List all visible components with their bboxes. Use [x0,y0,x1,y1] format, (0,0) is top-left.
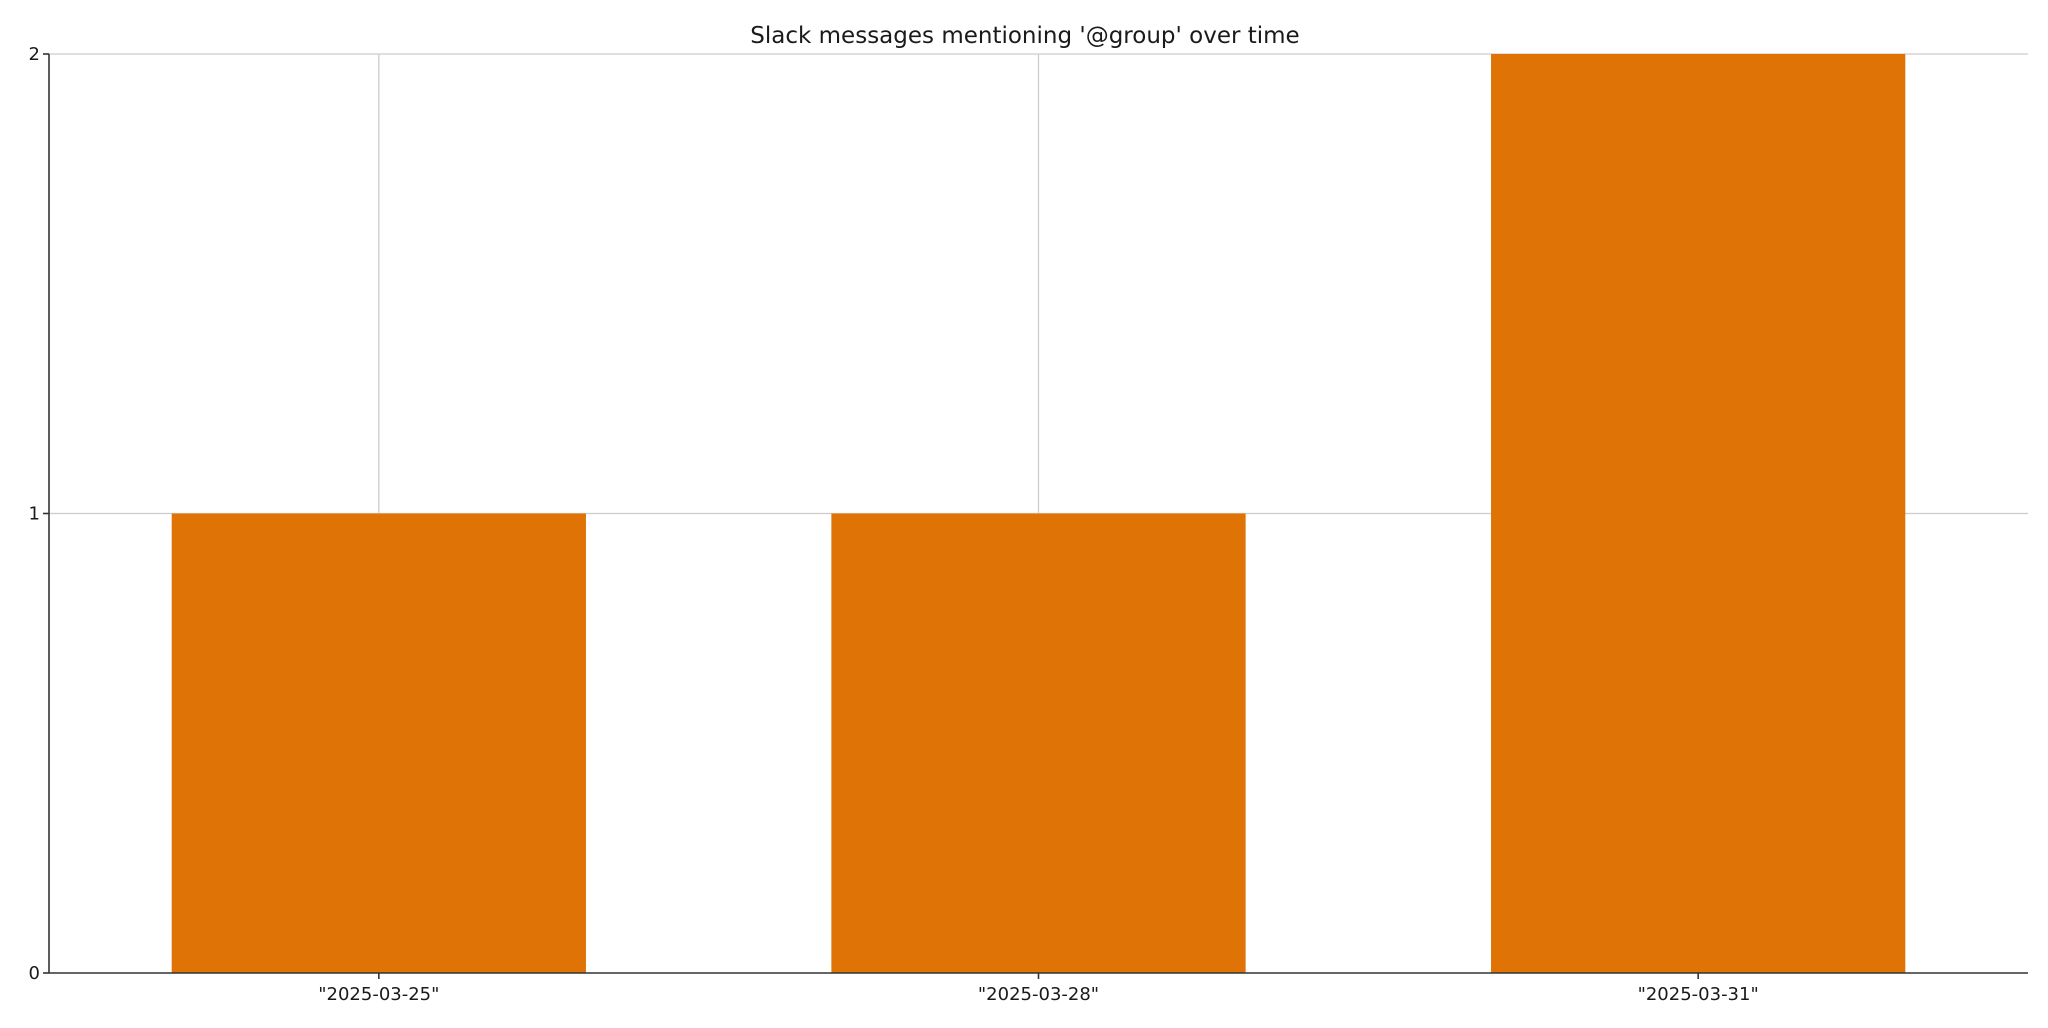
ticks-layer: 0 1 2 "2025-03-25" "2025-03-28" "2025-03-31" [29,44,1759,1005]
bar [171,513,586,973]
x-tick-label: "2025-03-25" [318,984,439,1005]
bars-layer [171,54,1906,973]
bar [831,513,1246,973]
y-tick-label: 1 [29,504,40,525]
y-tick-label: 0 [29,963,40,984]
x-tick-label: "2025-03-31" [1638,984,1759,1005]
bar [1491,54,1906,973]
chart-title: Slack messages mentioning '@group' over … [750,23,1299,49]
y-tick-label: 2 [29,44,40,65]
x-tick-label: "2025-03-28" [978,984,1099,1005]
